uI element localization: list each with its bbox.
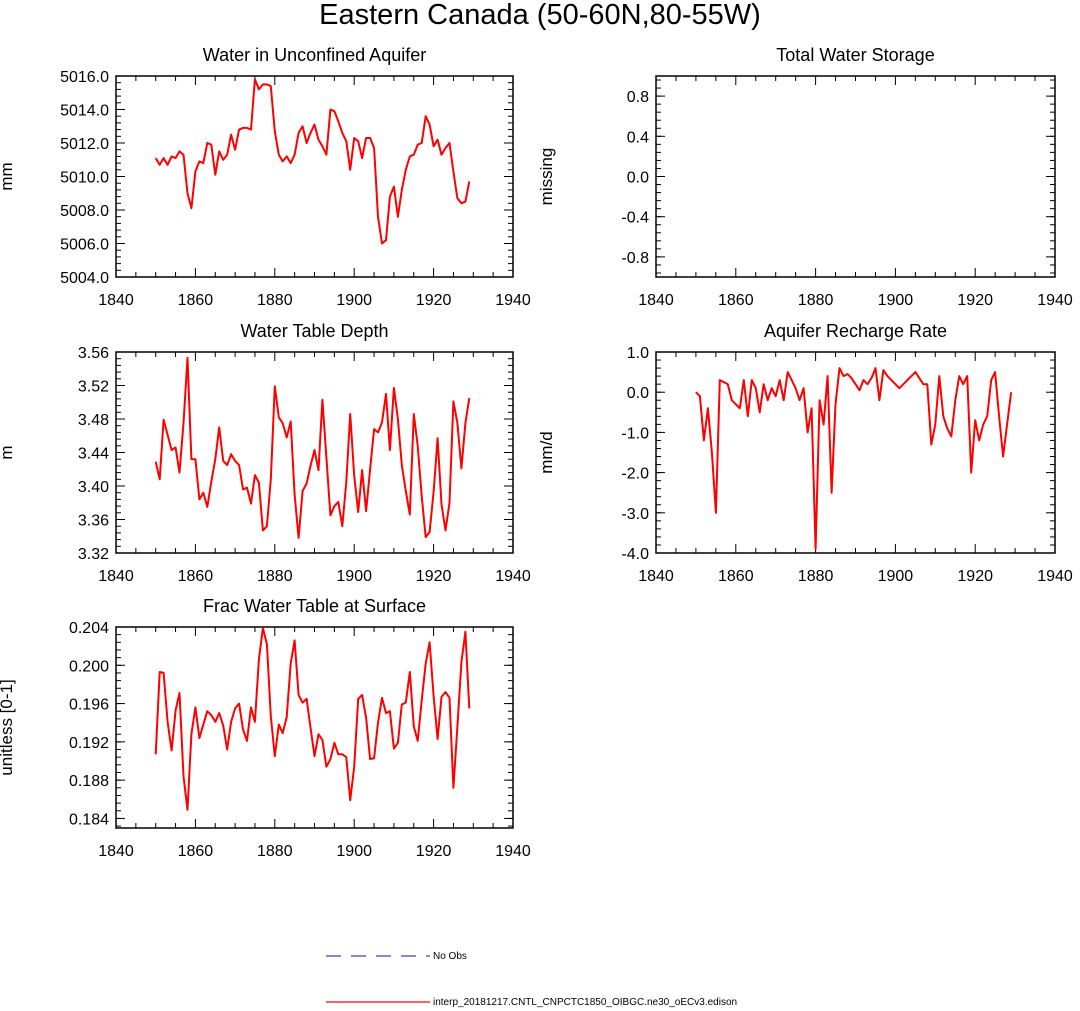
x-tick-label: 1880 (257, 292, 293, 309)
y-tick-label: 0.4 (627, 129, 649, 146)
x-tick-label: 1920 (957, 292, 993, 309)
y-tick-label: 5016.0 (60, 69, 109, 86)
legend-label-no-obs: No Obs (433, 951, 467, 962)
y-axis-title: m (0, 445, 16, 459)
y-tick-label: -3.0 (621, 506, 649, 523)
panel-total-water-storage: Total Water Storage missing 1840 1860 1880 19… (537, 45, 1073, 309)
y-tick-label: 5010.0 (60, 170, 109, 187)
y-tick-label: 5008.0 (60, 203, 109, 220)
y-tick-label: -0.4 (621, 210, 649, 227)
y-tick-label: 0.0 (627, 385, 649, 402)
y-tick-label: 3.40 (78, 479, 109, 496)
x-tick-label: 1940 (1037, 568, 1073, 585)
y-tick-label: 0.184 (69, 811, 109, 828)
x-tick-label: 1940 (495, 292, 531, 309)
y-tick-label: -1.0 (621, 425, 649, 442)
y-tick-label: 3.32 (78, 546, 109, 563)
plot-frame (655, 75, 1056, 278)
x-tick-label: 1900 (336, 568, 372, 585)
x-tick-label: 1860 (178, 568, 214, 585)
x-tick-label: 1860 (718, 568, 754, 585)
figure-title: Eastern Canada (50-60N,80-55W) (319, 0, 761, 31)
panel-water-table-depth: Water Table Depth m 1840 1860 1880 1900 1920 19… (0, 321, 531, 585)
y-tick-label: 3.48 (78, 412, 109, 429)
legend-label-model: interp_20181217.CNTL_CNPCTC1850_OIBGC.ne… (433, 997, 737, 1008)
x-tick-label: 1840 (98, 843, 134, 860)
x-tick-label: 1860 (178, 843, 214, 860)
x-tick-label: 1920 (416, 568, 452, 585)
x-tick-label: 1920 (416, 843, 452, 860)
x-tick-label: 1880 (257, 568, 293, 585)
x-tick-label: 1840 (98, 568, 134, 585)
y-tick-label: 5014.0 (60, 103, 109, 120)
series-line (695, 367, 1013, 550)
y-tick-label: 5004.0 (60, 270, 109, 287)
x-tick-label: 1900 (878, 568, 914, 585)
x-tick-label: 1840 (638, 292, 674, 309)
y-tick-label: 5012.0 (60, 136, 109, 153)
series-line (154, 356, 471, 539)
x-tick-label: 1880 (798, 568, 834, 585)
x-tick-label: 1940 (1037, 292, 1073, 309)
panel-title: Total Water Storage (776, 45, 934, 65)
panel-water-in-unconfined-aquifer: Water in Unconfined Aquifer mm 1840 1860 188… (0, 45, 531, 309)
y-tick-label: -0.8 (621, 250, 649, 267)
y-tick-label: 0.0 (627, 170, 649, 187)
x-tick-label: 1900 (336, 843, 372, 860)
y-tick-label: 0.8 (627, 89, 649, 106)
x-tick-label: 1900 (336, 292, 372, 309)
y-tick-label: 0.200 (69, 658, 109, 675)
panel-frac-water-table-at-surface: Frac Water Table at Surface unitless [0-1… (0, 596, 531, 860)
x-tick-label: 1880 (798, 292, 834, 309)
x-tick-label: 1900 (878, 292, 914, 309)
series-line (154, 78, 471, 245)
x-tick-label: 1920 (957, 568, 993, 585)
panel-title: Frac Water Table at Surface (203, 596, 426, 616)
plot-frame (115, 626, 514, 829)
x-tick-label: 1840 (98, 292, 134, 309)
y-tick-label: 3.44 (78, 446, 109, 463)
x-tick-label: 1940 (495, 843, 531, 860)
y-tick-label: 0.188 (69, 773, 109, 790)
panel-aquifer-recharge-rate: Aquifer Recharge Rate mm/d 1840 1860 1880 190… (537, 321, 1073, 585)
legend: No Obs interp_20181217.CNTL_CNPCTC1850_O… (326, 951, 737, 1008)
x-tick-label: 1860 (718, 292, 754, 309)
x-tick-label: 1940 (495, 568, 531, 585)
x-tick-label: 1860 (178, 292, 214, 309)
y-tick-label: 1.0 (627, 345, 649, 362)
y-tick-label: 0.192 (69, 735, 109, 752)
panel-title: Water in Unconfined Aquifer (203, 45, 426, 65)
y-tick-label: 0.196 (69, 697, 109, 714)
y-tick-label: -4.0 (621, 546, 649, 563)
y-tick-label: -2.0 (621, 466, 649, 483)
y-axis-title: missing (537, 148, 556, 206)
series-line (154, 627, 471, 811)
x-tick-label: 1880 (257, 843, 293, 860)
y-axis-title: mm (0, 162, 16, 190)
y-tick-label: 0.204 (69, 620, 109, 637)
y-tick-label: 3.56 (78, 345, 109, 362)
x-tick-label: 1920 (416, 292, 452, 309)
panel-title: Aquifer Recharge Rate (764, 321, 947, 341)
panel-title: Water Table Depth (240, 321, 388, 341)
y-axis-title: mm/d (537, 431, 556, 474)
y-tick-label: 3.36 (78, 513, 109, 530)
y-axis-title: unitless [0-1] (0, 679, 16, 775)
y-tick-label: 5006.0 (60, 237, 109, 254)
x-tick-label: 1840 (638, 568, 674, 585)
y-tick-label: 3.52 (78, 379, 109, 396)
